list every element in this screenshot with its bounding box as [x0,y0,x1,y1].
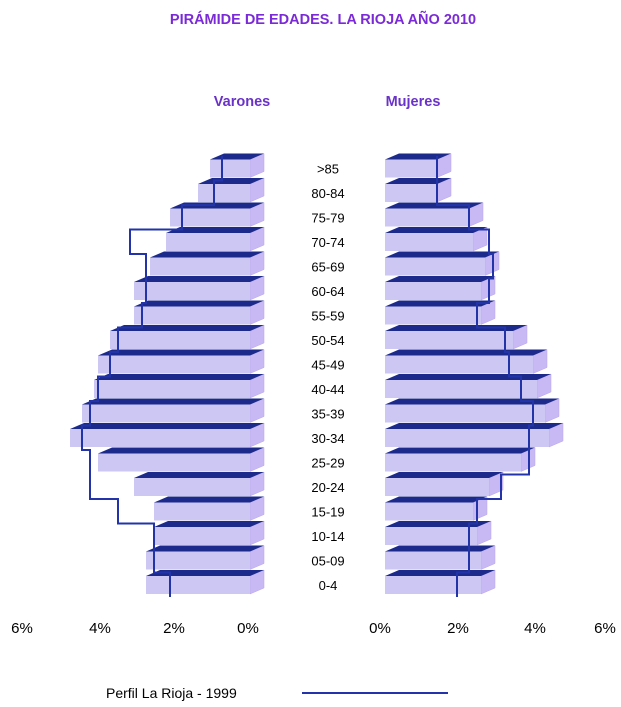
varones-bars [70,153,265,595]
age-label: >85 [317,162,339,177]
mujeres-bar [385,471,504,497]
profile-line-mujeres [436,156,534,597]
mujeres-bar [385,569,496,595]
x-ticks-mujeres: 0% 2% 4% 6% [369,620,616,637]
mujeres-bar [385,349,548,374]
age-label: 80-84 [311,186,344,201]
mujeres-bars [385,153,564,595]
varones-bar [98,349,265,374]
varones-bar [166,226,265,252]
legend-label: Perfil La Rioja - 1999 [106,685,237,701]
age-label: 05-09 [311,554,344,569]
age-label: 50-54 [311,333,344,348]
mujeres-bar [385,275,496,301]
age-label: 45-49 [311,358,344,373]
mujeres-bar [385,447,536,472]
mujeres-bar [385,202,484,227]
profile-line-varones [81,156,223,597]
x-tick-label: 4% [89,620,111,637]
age-label: 40-44 [311,382,344,397]
varones-bar [154,520,265,546]
mujeres-bar [385,373,552,399]
age-label: 20-24 [311,480,344,495]
mujeres-bar [385,177,452,203]
varones-bar [110,324,265,350]
varones-bar [70,422,265,448]
varones-bar [134,275,265,301]
varones-bar [134,300,265,325]
age-label: 0-4 [319,578,338,593]
varones-bar [82,398,265,423]
age-label: 10-14 [311,529,344,544]
age-label: 75-79 [311,211,344,226]
age-label: 55-59 [311,309,344,324]
age-label: 15-19 [311,505,344,520]
varones-bar [134,471,265,497]
x-tick-label: 6% [594,620,616,637]
age-label: 70-74 [311,235,344,250]
varones-bar [198,177,265,203]
mujeres-bar [385,226,488,252]
mujeres-bar [385,300,496,325]
varones-bar [98,447,265,472]
mujeres-bar [385,422,564,448]
mujeres-bar [385,520,492,546]
x-tick-label: 6% [11,620,33,637]
age-label: 60-64 [311,284,344,299]
age-label: 30-34 [311,431,344,446]
x-tick-label: 2% [447,620,469,637]
varones-bar [150,251,265,276]
age-label: 25-29 [311,456,344,471]
side-title-varones: Varones [214,94,270,110]
mujeres-bar [385,251,500,276]
varones-bar [210,153,265,178]
varones-bar [154,496,265,521]
mujeres-bar [385,153,452,178]
mujeres-bar [385,496,488,521]
x-tick-label: 4% [524,620,546,637]
varones-bar [170,202,265,227]
varones-bar [146,545,265,570]
x-ticks-varones: 6% 4% 2% 0% [11,620,259,637]
age-label: 35-39 [311,407,344,422]
mujeres-bar [385,398,560,423]
x-tick-label: 0% [237,620,259,637]
age-label: 65-69 [311,260,344,275]
varones-bar [94,373,265,399]
x-tick-label: 0% [369,620,391,637]
mujeres-bar [385,324,528,350]
chart-title: PIRÁMIDE DE EDADES. LA RIOJA AÑO 2010 [170,10,476,28]
varones-bar [146,569,265,595]
side-title-mujeres: Mujeres [386,94,441,110]
x-tick-label: 2% [163,620,185,637]
age-group-labels: 0-4 05-09 10-14 15-19 20-24 25-29 30-34 35-39 40… [311,162,344,594]
mujeres-bar [385,545,496,570]
